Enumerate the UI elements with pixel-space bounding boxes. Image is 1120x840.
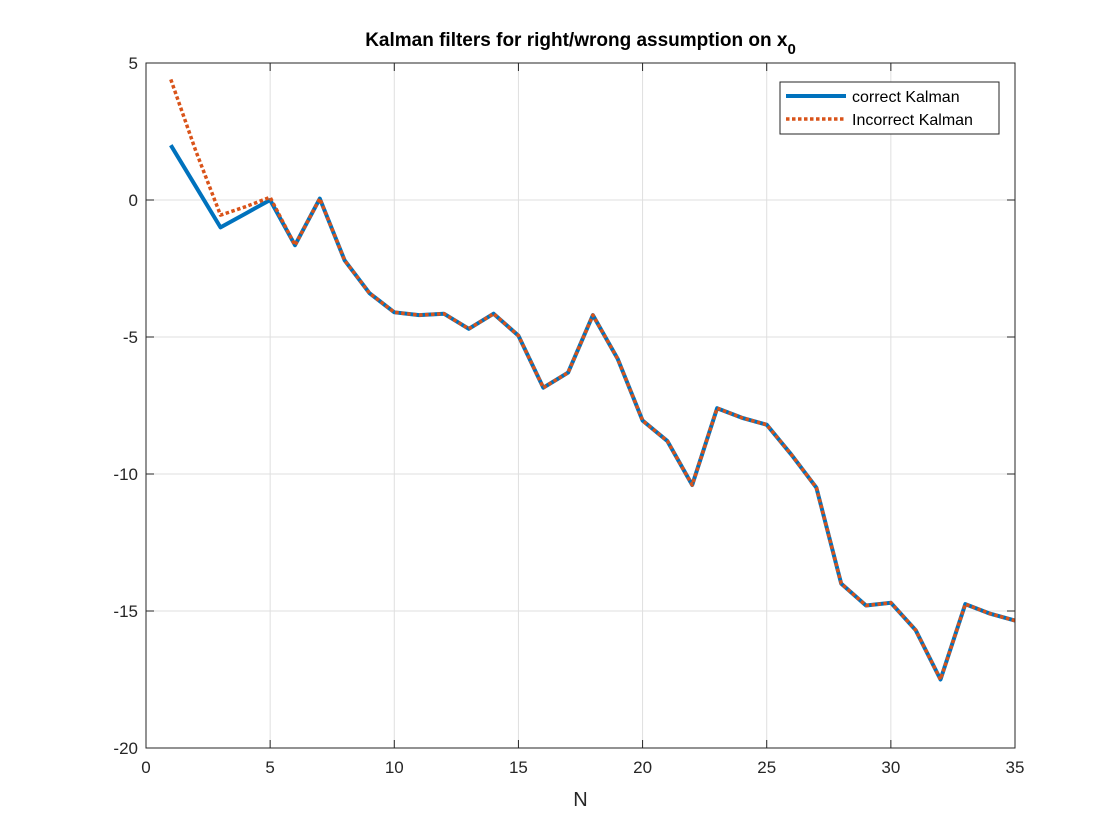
- x-axis-label: N: [573, 789, 587, 811]
- legend-label-correct-kalman: correct Kalman: [852, 89, 960, 106]
- series-layer: [169, 78, 1016, 682]
- plot-frame: [145, 62, 1016, 749]
- chart-title-subscript: 0: [787, 41, 795, 58]
- legend: correct Kalman Incorrect Kalman: [779, 81, 1000, 135]
- x-tick-label: 35: [1006, 758, 1025, 777]
- x-tick-label: 5: [265, 758, 274, 777]
- y-tick-label: 5: [129, 54, 138, 73]
- y-tick-label: -15: [113, 602, 138, 621]
- y-tick-label: 0: [129, 191, 138, 210]
- y-tick-label: -5: [123, 328, 138, 347]
- y-tick-label: -20: [113, 739, 138, 758]
- x-tick-label: 15: [509, 758, 528, 777]
- plot-area: [146, 63, 1015, 748]
- series-line-incorrect-kalman: [169, 78, 1016, 682]
- x-tick-label: 10: [385, 758, 404, 777]
- x-tick-label: 20: [633, 758, 652, 777]
- chart-title-main: Kalman filters for right/wrong assumptio…: [365, 30, 788, 51]
- legend-label-incorrect-kalman: Incorrect Kalman: [852, 112, 973, 129]
- chart-title: Kalman filters for right/wrong assumptio…: [365, 30, 796, 58]
- axis-ticks: 0 5 10 15 20 25 30 35 -20 -15 -10 -5 0 5: [113, 54, 1024, 777]
- legend-box: [779, 81, 1000, 135]
- x-tick-label: 0: [141, 758, 150, 777]
- y-tick-label: -10: [113, 465, 138, 484]
- x-tick-label: 30: [881, 758, 900, 777]
- x-tick-label: 25: [757, 758, 776, 777]
